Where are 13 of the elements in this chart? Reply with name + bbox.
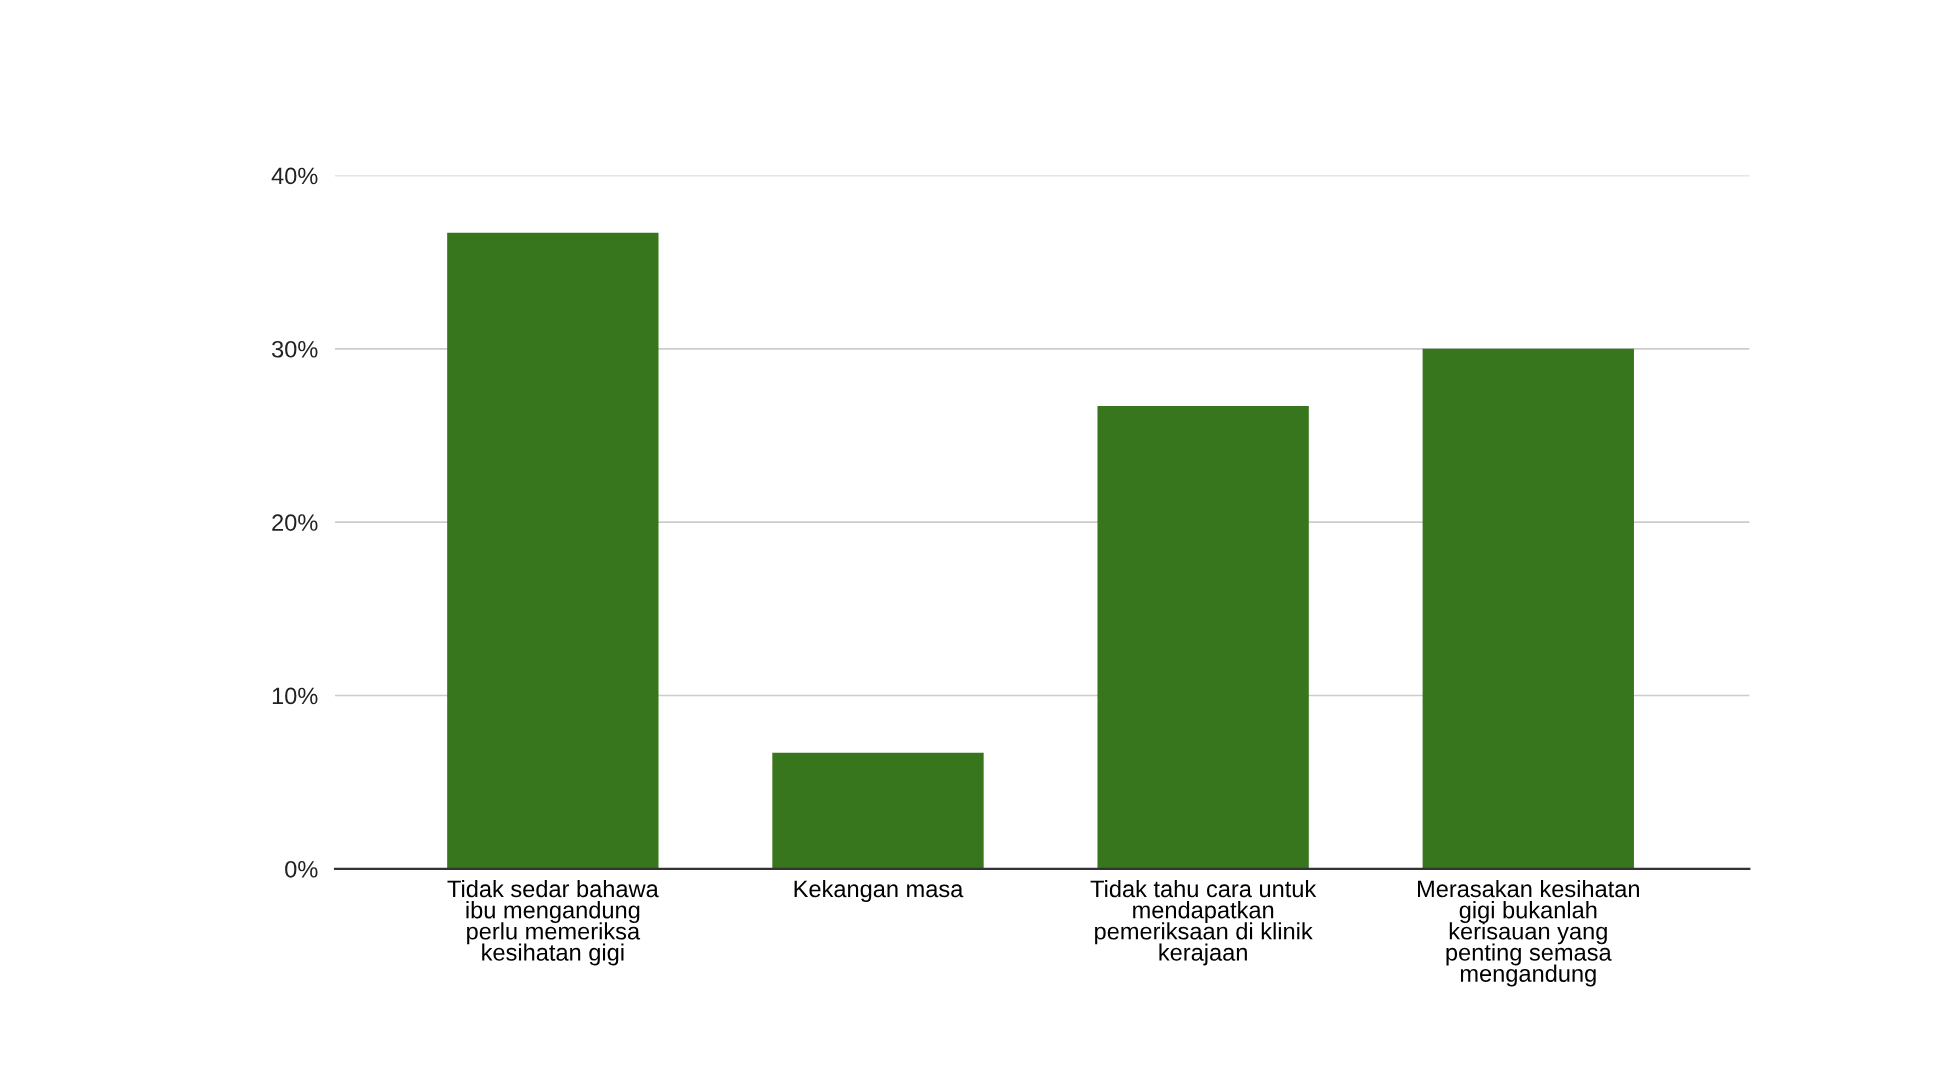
bar [447,232,659,869]
bar [1422,348,1634,869]
y-tick-label: 20% [272,514,318,531]
x-tick-label: Kekangan masa [794,879,964,902]
x-tick-label: Tidak sedar bahawa ibu mengandung perlu memeriksa kesihatan gigi [447,879,659,966]
x-tick-label: Tidak tahu cara untuk mendapatkan pemeriksaan di klinik kerajaan [1090,879,1317,966]
bar [772,752,984,869]
y-tick-label: 0% [285,860,318,878]
y-tick-label: 30% [271,340,318,358]
y-tick-label: 40% [271,167,318,185]
x-tick-label: Merasakan kesihatan gigi bukanlah kerisauan yang penting semasa mengandung [1418,879,1639,987]
y-tick-label: 10% [272,687,318,705]
bar [1097,406,1309,869]
